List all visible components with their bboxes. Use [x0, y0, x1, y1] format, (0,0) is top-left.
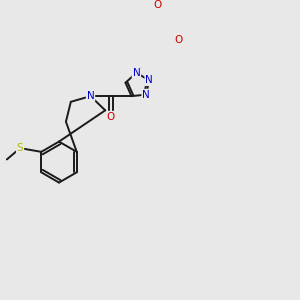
Text: N: N [142, 90, 150, 100]
Text: O: O [107, 112, 115, 122]
Text: N: N [87, 91, 94, 101]
Text: O: O [153, 0, 162, 10]
Text: S: S [17, 143, 23, 153]
Text: O: O [174, 35, 182, 45]
Text: N: N [133, 68, 140, 78]
Text: N: N [145, 75, 153, 85]
